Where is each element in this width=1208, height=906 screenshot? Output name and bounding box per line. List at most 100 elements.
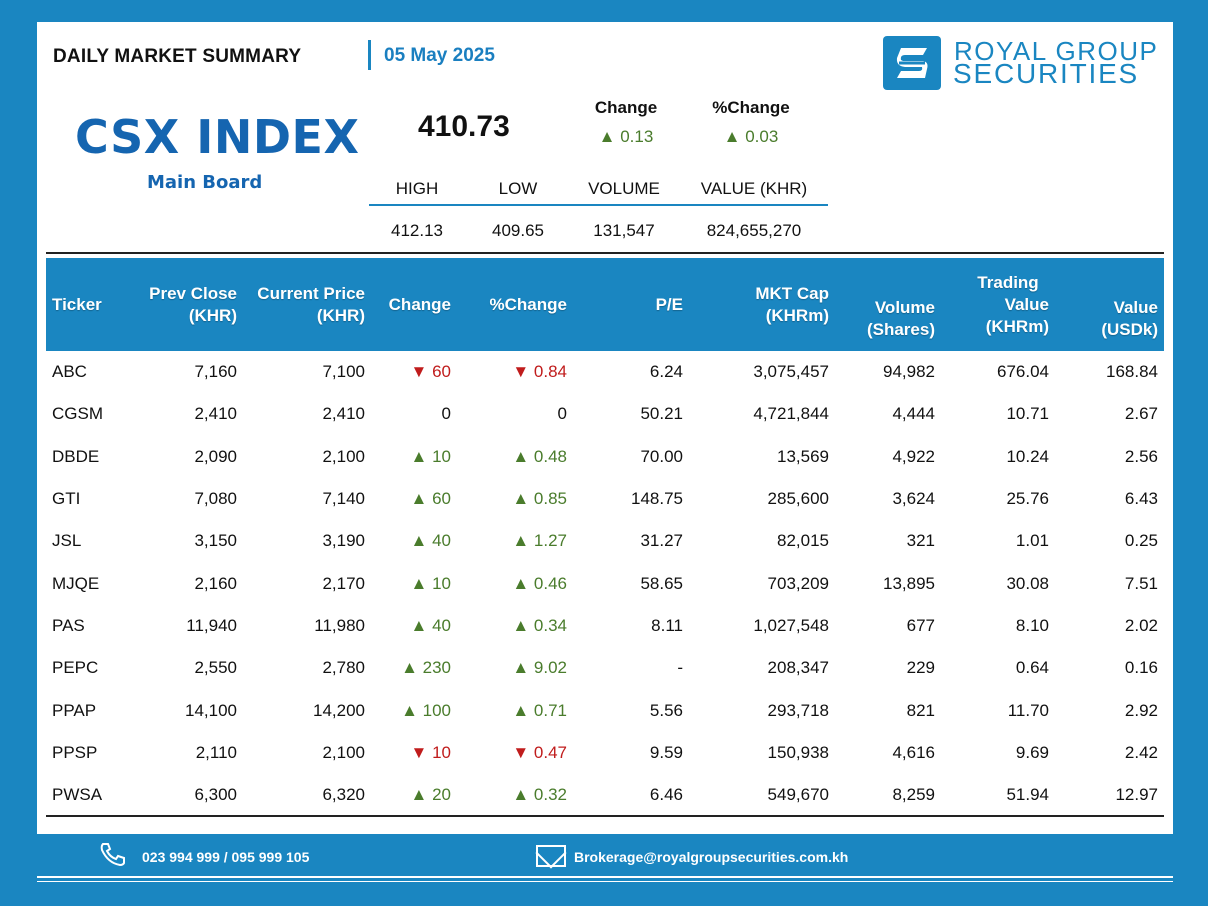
cell-ticker: DBDE [52, 446, 100, 466]
stats-volume: 131,547 [593, 221, 655, 240]
cell-ticker: MJQE [52, 573, 100, 593]
cell-value-khr: 25.76 [1006, 489, 1049, 509]
cell-value-khr: 9.69 [1015, 742, 1049, 762]
cell-pe: 9.59 [649, 742, 683, 762]
cell-prev-close: 2,410 [194, 404, 237, 424]
cell-value-usd: 2.56 [1124, 446, 1158, 466]
cell-volume: 229 [906, 658, 935, 678]
cell-pe: 5.56 [649, 700, 683, 720]
cell-pct-change: ▲ 9.02 [512, 658, 567, 678]
table-row: PPSP 2,110 2,100 ▼ 10 ▼ 0.47 9.59 150,938 4,616… [46, 732, 1164, 774]
cell-change: ▲ 10 [410, 446, 451, 466]
table-row: MJQE 2,160 2,170 ▲ 10 ▲ 0.46 58.65 703,209 13,8… [46, 562, 1164, 604]
cell-pct-change: ▲ 0.71 [512, 700, 567, 720]
royal-group-logo-icon [883, 36, 941, 90]
cell-prev-close: 3,150 [194, 531, 237, 551]
cell-value-usd: 2.42 [1124, 742, 1158, 762]
cell-value-usd: 7.51 [1124, 573, 1158, 593]
cell-current-price: 7,100 [322, 362, 365, 382]
stats-header-high: HIGH [395, 179, 439, 198]
cell-prev-close: 14,100 [185, 700, 237, 720]
cell-prev-close: 2,160 [194, 573, 237, 593]
cell-pe: - [677, 658, 683, 678]
cell-current-price: 14,200 [313, 700, 365, 720]
cell-value-usd: 2.02 [1124, 615, 1158, 635]
cell-pe: 31.27 [640, 531, 683, 551]
cell-prev-close: 2,550 [194, 658, 237, 678]
cell-volume: 4,616 [892, 742, 935, 762]
table-bottom-rule [46, 815, 1164, 817]
cell-mkt-cap: 285,600 [767, 489, 829, 509]
index-value: 410.73 [418, 110, 510, 143]
col-mkt-cap: MKT Cap (KHRm) [755, 283, 829, 325]
phone-icon [99, 842, 127, 867]
brand-name-line2: SECURITIES [953, 58, 1140, 89]
cell-pe: 148.75 [631, 489, 683, 509]
col-value-usd: Value (USDk) [1101, 297, 1158, 339]
index-pct-change-label: %Change [712, 98, 790, 117]
cell-ticker: PWSA [52, 785, 103, 805]
table-row: GTI 7,080 7,140 ▲ 60 ▲ 0.85 148.75 285,600 3,62… [46, 478, 1164, 520]
cell-mkt-cap: 3,075,457 [753, 362, 829, 382]
table-header-row: Ticker Prev Close (KHR) Current Price (KHR… [46, 258, 1164, 351]
cell-pct-change: ▲ 0.85 [512, 489, 567, 509]
cell-value-usd: 12.97 [1115, 785, 1158, 805]
cell-volume: 3,624 [892, 489, 935, 509]
cell-volume: 321 [906, 531, 935, 551]
footer-phone[interactable]: 023 994 999 / 095 999 105 [142, 849, 310, 865]
cell-change: ▲ 60 [410, 489, 451, 509]
cell-current-price: 3,190 [322, 531, 365, 551]
cell-change: 0 [441, 404, 451, 424]
cell-pct-change: ▲ 1.27 [512, 531, 567, 551]
table-top-rule [46, 252, 1164, 254]
cell-value-usd: 168.84 [1106, 362, 1158, 382]
stats-high: 412.13 [391, 221, 443, 240]
cell-change: ▲ 230 [401, 658, 451, 678]
summary-card: DAILY MARKET SUMMARY 05 May 2025 ROYAL G… [37, 22, 1173, 834]
cell-change: ▼ 10 [410, 742, 451, 762]
stats-header-volume: VOLUME [588, 179, 660, 198]
cell-pct-change: ▲ 0.46 [512, 573, 567, 593]
cell-value-khr: 30.08 [1006, 573, 1049, 593]
stock-table: Ticker Prev Close (KHR) Current Price (KHR… [46, 258, 1164, 816]
cell-value-khr: 8.10 [1015, 615, 1049, 635]
cell-pe: 8.11 [651, 615, 683, 635]
col-ticker: Ticker [52, 294, 102, 314]
cell-change: ▲ 40 [410, 615, 451, 635]
table-row: PAS 11,940 11,980 ▲ 40 ▲ 0.34 8.11 1,027,548 67… [46, 605, 1164, 647]
cell-value-usd: 0.16 [1124, 658, 1158, 678]
report-date: 05 May 2025 [384, 45, 495, 66]
cell-volume: 94,982 [883, 362, 935, 382]
cell-mkt-cap: 150,938 [767, 742, 829, 762]
cell-volume: 13,895 [883, 573, 935, 593]
cell-mkt-cap: 293,718 [767, 700, 829, 720]
table-row: DBDE 2,090 2,100 ▲ 10 ▲ 0.48 70.00 13,569 4,922… [46, 436, 1164, 478]
cell-mkt-cap: 4,721,844 [753, 404, 829, 424]
col-current-price: Current Price (KHR) [257, 283, 365, 325]
cell-pct-change: ▲ 0.48 [512, 446, 567, 466]
footer-email[interactable]: Brokerage@royalgroupsecurities.com.kh [574, 849, 849, 865]
col-volume: Volume (Shares) [866, 297, 935, 339]
cell-prev-close: 7,160 [194, 362, 237, 382]
table-row: ABC 7,160 7,100 ▼ 60 ▼ 0.84 6.24 3,075,457 94,9… [46, 351, 1164, 393]
cell-value-usd: 2.92 [1124, 700, 1158, 720]
cell-current-price: 11,980 [314, 615, 365, 635]
stats-divider [369, 204, 828, 206]
cell-value-khr: 0.64 [1015, 658, 1049, 678]
cell-volume: 677 [906, 615, 935, 635]
cell-change: ▲ 20 [410, 785, 451, 805]
table-row: PWSA 6,300 6,320 ▲ 20 ▲ 0.32 6.46 549,670 8,259… [46, 774, 1164, 816]
cell-ticker: GTI [52, 489, 81, 509]
index-pct-change-value: ▲ 0.03 [723, 127, 779, 146]
cell-prev-close: 2,090 [194, 446, 237, 466]
report-title: DAILY MARKET SUMMARY [53, 46, 302, 67]
table-row: PEPC 2,550 2,780 ▲ 230 ▲ 9.02 - 208,347 229 0.64… [46, 647, 1164, 689]
cell-current-price: 2,410 [322, 404, 365, 424]
brand-name-line1: ROYAL GROUP [954, 36, 1159, 66]
cell-ticker: PEPC [52, 658, 99, 678]
cell-prev-close: 11,940 [186, 615, 237, 635]
cell-change: ▲ 100 [401, 700, 451, 720]
cell-prev-close: 6,300 [194, 785, 237, 805]
table-row: JSL 3,150 3,190 ▲ 40 ▲ 1.27 31.27 82,015 321 1.0… [46, 520, 1164, 562]
cell-mkt-cap: 549,670 [767, 785, 829, 805]
